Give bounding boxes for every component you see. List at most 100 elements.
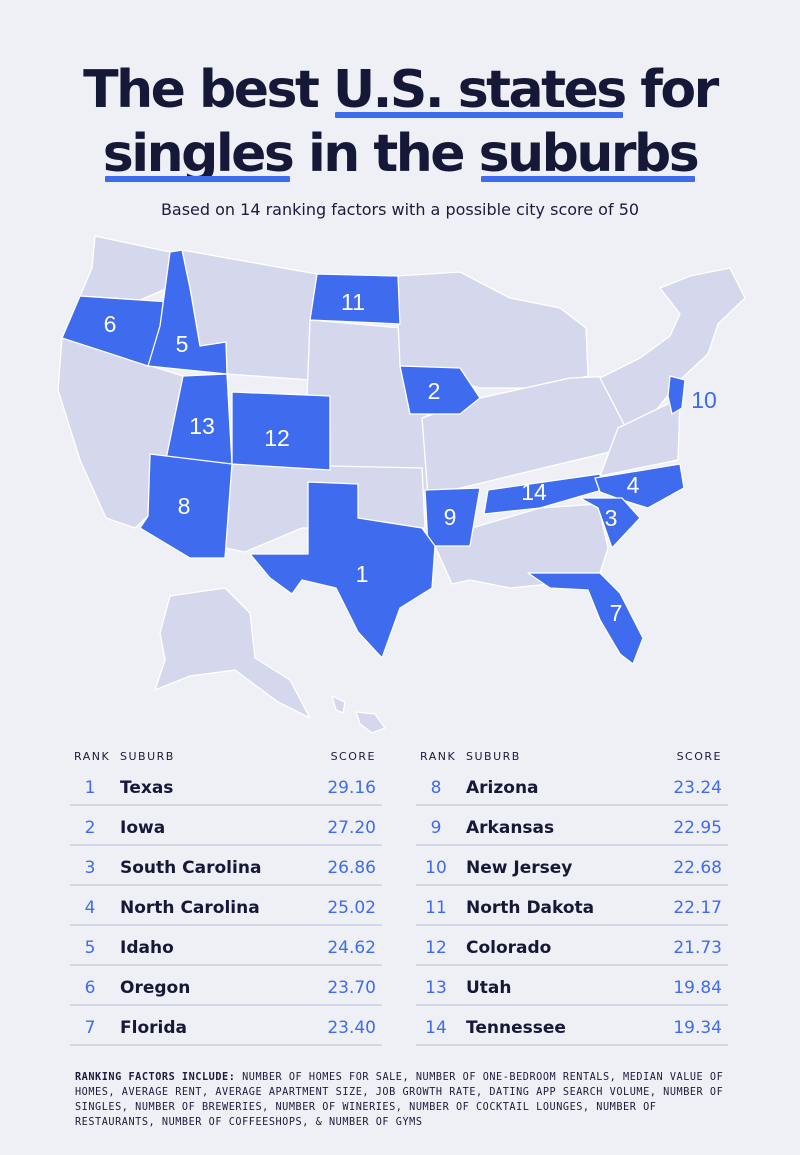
table-row: 5 Idaho 24.62 [70, 926, 382, 966]
state-arizona [139, 453, 233, 559]
rank-cell: 12 [425, 938, 447, 958]
state-south-carolina [579, 497, 641, 549]
map-label-texas: 1 [356, 561, 369, 587]
suburb-cell: Oregon [120, 978, 191, 998]
page-title: The best U.S. states for singles in the … [0, 58, 800, 186]
suburb-cell: Utah [466, 978, 512, 998]
table-header: RANK SUBURB SCORE [416, 748, 728, 766]
state-new-jersey [667, 375, 686, 415]
score-cell: 21.73 [673, 938, 722, 958]
score-cell: 25.02 [327, 898, 376, 918]
score-cell: 19.34 [673, 1018, 722, 1038]
suburb-cell: Arizona [466, 778, 539, 798]
score-cell: 23.24 [673, 778, 722, 798]
state-north-dakota [309, 273, 401, 325]
rank-cell: 13 [425, 978, 447, 998]
map-label-arkansas: 9 [444, 504, 457, 530]
map-label-florida: 7 [610, 600, 623, 626]
rank-cell: 8 [430, 778, 442, 798]
table-row: 14 Tennessee 19.34 [416, 1006, 728, 1046]
suburb-cell: Arkansas [466, 818, 555, 838]
subtitle: Based on 14 ranking factors with a possi… [160, 200, 640, 219]
map-label-utah: 13 [189, 413, 215, 439]
suburb-cell: Colorado [466, 938, 552, 958]
table-header: RANK SUBURB SCORE [70, 748, 382, 766]
map-label-north-carolina: 4 [627, 472, 640, 498]
map-label-south-carolina: 3 [605, 505, 618, 531]
score-cell: 23.70 [327, 978, 376, 998]
rankings-column-left: RANK SUBURB SCORE 1 Texas 29.16 2 Iowa 27.20… [70, 748, 382, 1046]
map-label-oregon: 6 [104, 311, 117, 337]
rank-cell: 2 [84, 818, 96, 838]
suburb-cell: North Carolina [120, 898, 260, 918]
suburb-cell: Idaho [120, 938, 174, 958]
table-row: 11 North Dakota 22.17 [416, 886, 728, 926]
title-text: The best [83, 60, 333, 120]
rank-labels: 6 5 11 2 10 13 12 8 9 14 4 3 1 7 [104, 289, 717, 626]
suburb-cell: Iowa [120, 818, 166, 838]
table-row: 7 Florida 23.40 [70, 1006, 382, 1046]
table-row: 12 Colorado 21.73 [416, 926, 728, 966]
rank-cell: 7 [84, 1018, 96, 1038]
rank-cell: 4 [84, 898, 96, 918]
state-idaho [147, 249, 228, 375]
title-text: in the [292, 124, 479, 184]
header-suburb: SUBURB [120, 750, 175, 763]
ranking-factors-footnote: Ranking factors include: number of homes… [75, 1070, 735, 1130]
header-rank: RANK [74, 750, 111, 763]
table-row: 13 Utah 19.84 [416, 966, 728, 1006]
footnote-text: number of homes for sale, number of one-… [75, 1072, 724, 1128]
title-text: for [624, 60, 719, 120]
suburb-cell: New Jersey [466, 858, 573, 878]
rank-cell: 3 [84, 858, 96, 878]
title-line-1: The best U.S. states for [0, 58, 800, 122]
score-cell: 26.86 [327, 858, 376, 878]
state-arkansas [424, 487, 481, 547]
header-score: SCORE [676, 750, 722, 763]
rankings-column-right: RANK SUBURB SCORE 8 Arizona 23.24 9 Arkansa… [416, 748, 728, 1046]
table-row: 1 Texas 29.16 [70, 766, 382, 806]
title-underlined-text: singles [102, 124, 295, 184]
map-label-iowa: 2 [428, 378, 441, 404]
ranked-states [61, 249, 686, 665]
state-north-carolina [594, 463, 685, 509]
us-map: 6 5 11 2 10 13 12 8 9 14 4 3 1 7 [57, 235, 746, 734]
rank-cell: 6 [84, 978, 96, 998]
suburb-cell: Florida [120, 1018, 187, 1038]
suburb-cell: Tennessee [466, 1018, 566, 1038]
score-cell: 22.95 [673, 818, 722, 838]
table-row: 9 Arkansas 22.95 [416, 806, 728, 846]
header-score: SCORE [330, 750, 376, 763]
map-label-idaho: 5 [176, 331, 189, 357]
score-cell: 22.68 [673, 858, 722, 878]
map-label-new-jersey: 10 [691, 387, 717, 413]
rank-cell: 11 [425, 898, 447, 918]
rank-cell: 9 [430, 818, 442, 838]
table-row: 6 Oregon 23.70 [70, 966, 382, 1006]
state-virginia [599, 397, 681, 477]
suburb-cell: Texas [120, 778, 174, 798]
header-rank: RANK [420, 750, 457, 763]
map-label-arizona: 8 [178, 493, 191, 519]
score-cell: 23.40 [327, 1018, 376, 1038]
title-line-2: singles in the suburbs [0, 122, 800, 186]
table-row: 2 Iowa 27.20 [70, 806, 382, 846]
state-texas [249, 481, 436, 659]
table-row: 4 North Carolina 25.02 [70, 886, 382, 926]
score-cell: 19.84 [673, 978, 722, 998]
title-underlined-text: suburbs [478, 124, 700, 184]
state-tennessee [483, 473, 603, 515]
state-florida [527, 572, 644, 665]
suburb-cell: North Dakota [466, 898, 595, 918]
score-cell: 27.20 [327, 818, 376, 838]
state-washington [79, 235, 171, 301]
title-underlined-text: U.S. states [332, 60, 627, 120]
state-colorado [231, 391, 331, 471]
table-row: 8 Arizona 23.24 [416, 766, 728, 806]
table-row: 3 South Carolina 26.86 [70, 846, 382, 886]
rank-cell: 14 [425, 1018, 447, 1038]
footnote-label: Ranking factors include: [75, 1072, 236, 1083]
map-label-north-dakota: 11 [341, 289, 365, 315]
map-label-colorado: 12 [264, 425, 290, 451]
score-cell: 29.16 [327, 778, 376, 798]
